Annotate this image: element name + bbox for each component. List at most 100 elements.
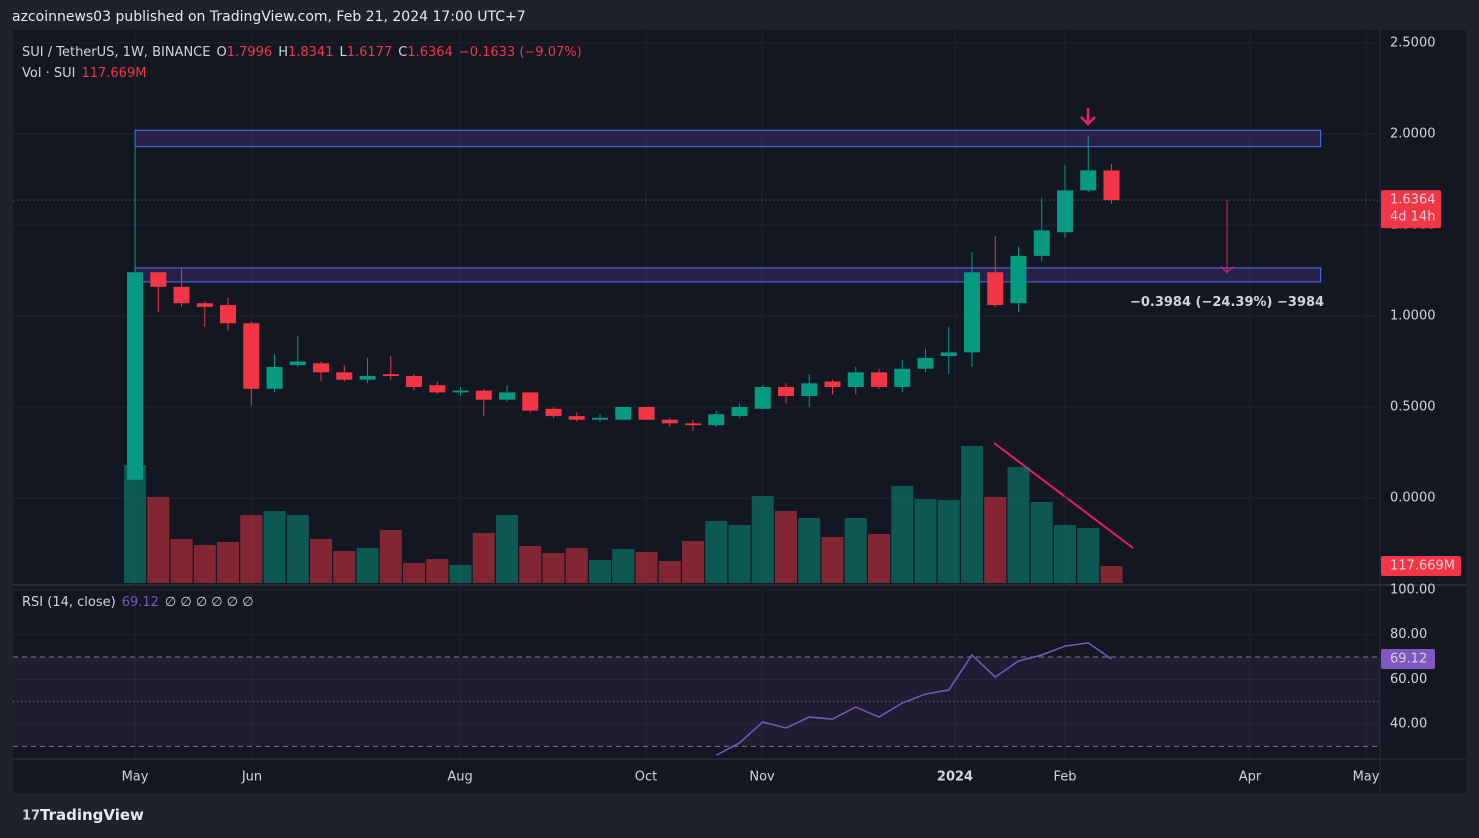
measure-label: −0.3984 (−24.39%) −3984 [1130, 295, 1324, 310]
measure-arrow [1220, 266, 1234, 274]
x-tick-label: May [1353, 770, 1380, 785]
price-label-box [1381, 190, 1441, 229]
candle-body [1033, 230, 1050, 256]
logo-mark: 17 [22, 809, 40, 824]
change: −0.1633 (−9.07%) [458, 45, 582, 60]
candle-body [870, 372, 887, 387]
candle-body [568, 416, 585, 420]
candle-body [220, 305, 237, 324]
volume-bar [867, 534, 890, 583]
candle-body [801, 383, 818, 397]
footer-logo: TradingView [40, 806, 144, 824]
volume-bar [798, 518, 821, 583]
rsi-label: 69.12 [1390, 651, 1427, 666]
volume-bar [635, 552, 658, 583]
ohlc-value: 1.7996 [226, 45, 273, 60]
volume-bar [751, 496, 774, 583]
x-tick-label: Jun [241, 770, 262, 785]
candle-body [754, 386, 771, 409]
volume-value: 117.669M [81, 66, 147, 81]
ohlc-letter: C [398, 45, 408, 60]
candle-body [731, 406, 748, 417]
volume-bar [310, 538, 333, 583]
candle-body [963, 272, 980, 353]
candle-body [708, 414, 725, 426]
candle-body [150, 272, 167, 287]
candle-body [196, 303, 213, 307]
volume-bar [1077, 528, 1100, 583]
volume-bar [1053, 524, 1076, 583]
candle-body [313, 363, 330, 373]
volume-bar [1100, 565, 1123, 583]
volume-bar [426, 558, 449, 583]
ohlc-letter: L [339, 45, 347, 60]
volume-bar [263, 511, 286, 583]
volume-bar [496, 514, 519, 583]
volume-bar [1007, 467, 1030, 583]
volume-bar [821, 537, 844, 583]
candle-body [1010, 255, 1027, 304]
volume-bar [403, 563, 426, 583]
candle-body [266, 366, 283, 389]
candle-body [1080, 170, 1097, 191]
volume-bar [147, 497, 170, 583]
volume-bar [333, 551, 356, 583]
ohlc-value: 1.6177 [346, 45, 393, 60]
rsi-name: RSI (14, close) [22, 595, 116, 610]
candle-body [615, 406, 632, 420]
volume-bar [937, 499, 960, 583]
candle-body [475, 390, 492, 400]
volume-bar [891, 486, 914, 583]
price-label: 1.6364 [1390, 193, 1436, 208]
candle-body [1056, 190, 1073, 233]
volume-bar [449, 564, 472, 583]
plot-background [13, 30, 1380, 758]
candle-body [499, 392, 516, 400]
candle-body [847, 372, 864, 387]
x-tick-label: Aug [447, 770, 472, 785]
volume-bar [705, 521, 728, 583]
y-tick-label: 60.00 [1390, 672, 1427, 687]
candle-body [289, 361, 306, 366]
y-tick-label: 0.0000 [1390, 490, 1436, 505]
candle-body [243, 323, 260, 389]
volume-bar [170, 538, 193, 583]
rsi-label-box [1381, 648, 1435, 669]
candle-body [592, 417, 609, 420]
candle-body [894, 368, 911, 387]
volume-bar [984, 497, 1007, 583]
legend: SUI / TetherUS, 1W, BINANCE O1.7996 H1.834… [22, 45, 588, 60]
trend-line [993, 442, 1134, 549]
volume-bar [193, 544, 216, 583]
volume-bar [565, 548, 588, 583]
candle-body [382, 374, 399, 377]
rsi-line [715, 642, 1112, 756]
volume-bar [519, 546, 542, 583]
volume-bar [379, 529, 402, 583]
x-tick-label: Nov [749, 770, 775, 785]
candle-body [940, 352, 957, 357]
volume-bar [240, 514, 263, 583]
volume-bar [217, 542, 240, 583]
zone [134, 129, 1322, 148]
arrow-marker [1080, 108, 1096, 126]
candle-body [173, 286, 190, 304]
volume-legend: Vol · SUI 117.669M [22, 66, 152, 81]
volume-bar [356, 548, 379, 583]
y-tick-label: 0.5000 [1390, 399, 1436, 414]
x-tick-label: Apr [1239, 770, 1262, 785]
volume-bar [589, 559, 612, 583]
y-tick-label: 1.0000 [1390, 308, 1436, 323]
x-tick-label: May [122, 770, 149, 785]
y-tick-label: 80.00 [1390, 627, 1427, 642]
ohlc-value: 1.6364 [407, 45, 453, 60]
ohlc-letter: O [216, 45, 227, 60]
candle-body [917, 357, 934, 369]
candle-body [359, 376, 376, 380]
candle-body [824, 381, 841, 387]
candle-body [987, 272, 1004, 306]
rsi-band [13, 657, 1380, 747]
volume-bar [124, 465, 147, 583]
candle-body [545, 408, 562, 417]
